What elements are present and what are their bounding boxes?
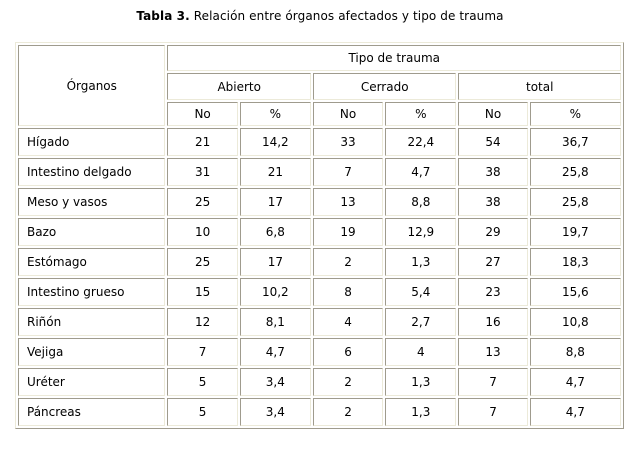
table-caption-text: Relación entre órganos afectados y tipo … — [193, 9, 504, 23]
value-cell: 5 — [167, 398, 238, 426]
value-cell: 17 — [239, 248, 311, 276]
value-cell: 25 — [167, 248, 238, 276]
table-caption: Tabla 3. Relación entre órganos afectado… — [0, 0, 640, 24]
column-header-pct-cerrado: % — [385, 102, 457, 126]
value-cell: 3,4 — [239, 368, 311, 396]
header-row-measures: No % No % No % — [18, 102, 621, 126]
value-cell: 8,8 — [529, 338, 621, 366]
value-cell: 22,4 — [385, 128, 457, 156]
column-header-no-cerrado: No — [312, 102, 384, 126]
organ-cell: Estómago — [18, 248, 166, 276]
column-header-total: total — [458, 73, 621, 100]
organ-cell: Meso y vasos — [18, 188, 166, 216]
value-cell: 4,7 — [385, 158, 457, 186]
table-row: Meso y vasos 25 17 13 8,8 38 25,8 — [18, 188, 621, 216]
value-cell: 8,1 — [239, 308, 311, 336]
value-cell: 23 — [458, 278, 528, 306]
value-cell: 13 — [458, 338, 528, 366]
value-cell: 10,2 — [239, 278, 311, 306]
value-cell: 19 — [312, 218, 384, 246]
table-row: Páncreas 5 3,4 2 1,3 7 4,7 — [18, 398, 621, 426]
value-cell: 21 — [239, 158, 311, 186]
value-cell: 29 — [458, 218, 528, 246]
value-cell: 38 — [458, 158, 528, 186]
organ-cell: Páncreas — [18, 398, 166, 426]
column-header-no-total: No — [458, 102, 528, 126]
organ-cell: Uréter — [18, 368, 166, 396]
table-row: Intestino delgado 31 21 7 4,7 38 25,8 — [18, 158, 621, 186]
organ-cell: Bazo — [18, 218, 166, 246]
value-cell: 25 — [167, 188, 238, 216]
value-cell: 4 — [385, 338, 457, 366]
column-header-abierto: Abierto — [167, 73, 311, 100]
value-cell: 2 — [312, 368, 384, 396]
value-cell: 1,3 — [385, 248, 457, 276]
column-header-tipo-de-trauma: Tipo de trauma — [167, 45, 621, 71]
value-cell: 14,2 — [239, 128, 311, 156]
value-cell: 1,3 — [385, 398, 457, 426]
value-cell: 15,6 — [529, 278, 621, 306]
organ-cell: Intestino delgado — [18, 158, 166, 186]
value-cell: 12 — [167, 308, 238, 336]
value-cell: 4,7 — [529, 398, 621, 426]
value-cell: 33 — [312, 128, 384, 156]
value-cell: 10,8 — [529, 308, 621, 336]
value-cell: 8,8 — [385, 188, 457, 216]
column-header-pct-abierto: % — [239, 102, 311, 126]
value-cell: 25,8 — [529, 188, 621, 216]
value-cell: 1,3 — [385, 368, 457, 396]
value-cell: 17 — [239, 188, 311, 216]
value-cell: 4,7 — [529, 368, 621, 396]
header-row-group: Órganos Tipo de trauma — [18, 45, 621, 126]
value-cell: 31 — [167, 158, 238, 186]
table-caption-number: Tabla 3. — [136, 9, 190, 23]
value-cell: 36,7 — [529, 128, 621, 156]
value-cell: 7 — [458, 368, 528, 396]
table-row: Intestino grueso 15 10,2 8 5,4 23 15,6 — [18, 278, 621, 306]
value-cell: 15 — [167, 278, 238, 306]
value-cell: 12,9 — [385, 218, 457, 246]
table-row: Riñón 12 8,1 4 2,7 16 10,8 — [18, 308, 621, 336]
value-cell: 5,4 — [385, 278, 457, 306]
value-cell: 54 — [458, 128, 528, 156]
value-cell: 6 — [312, 338, 384, 366]
table-row: Hígado 21 14,2 33 22,4 54 36,7 — [18, 128, 621, 156]
value-cell: 38 — [458, 188, 528, 216]
column-header-no-abierto: No — [167, 102, 238, 126]
table-row: Bazo 10 6,8 19 12,9 29 19,7 — [18, 218, 621, 246]
value-cell: 21 — [167, 128, 238, 156]
table-row: Vejiga 7 4,7 6 4 13 8,8 — [18, 338, 621, 366]
value-cell: 25,8 — [529, 158, 621, 186]
value-cell: 7 — [167, 338, 238, 366]
value-cell: 16 — [458, 308, 528, 336]
value-cell: 19,7 — [529, 218, 621, 246]
organ-cell: Intestino grueso — [18, 278, 166, 306]
organ-cell: Vejiga — [18, 338, 166, 366]
value-cell: 7 — [312, 158, 384, 186]
value-cell: 4 — [312, 308, 384, 336]
value-cell: 4,7 — [239, 338, 311, 366]
value-cell: 10 — [167, 218, 238, 246]
value-cell: 3,4 — [239, 398, 311, 426]
value-cell: 5 — [167, 368, 238, 396]
header-row-subgroups: Abierto Cerrado total — [18, 73, 621, 100]
value-cell: 27 — [458, 248, 528, 276]
value-cell: 2,7 — [385, 308, 457, 336]
value-cell: 8 — [312, 278, 384, 306]
value-cell: 7 — [458, 398, 528, 426]
value-cell: 13 — [312, 188, 384, 216]
table-row: Uréter 5 3,4 2 1,3 7 4,7 — [18, 368, 621, 396]
value-cell: 2 — [312, 398, 384, 426]
value-cell: 18,3 — [529, 248, 621, 276]
column-header-cerrado: Cerrado — [312, 73, 457, 100]
value-cell: 2 — [312, 248, 384, 276]
organ-cell: Hígado — [18, 128, 166, 156]
table-row: Estómago 25 17 2 1,3 27 18,3 — [18, 248, 621, 276]
organs-trauma-table: Órganos Tipo de trauma Abierto Cerrado t… — [15, 42, 624, 429]
value-cell: 6,8 — [239, 218, 311, 246]
column-header-pct-total: % — [529, 102, 621, 126]
column-header-organos: Órganos — [18, 45, 166, 126]
organ-cell: Riñón — [18, 308, 166, 336]
